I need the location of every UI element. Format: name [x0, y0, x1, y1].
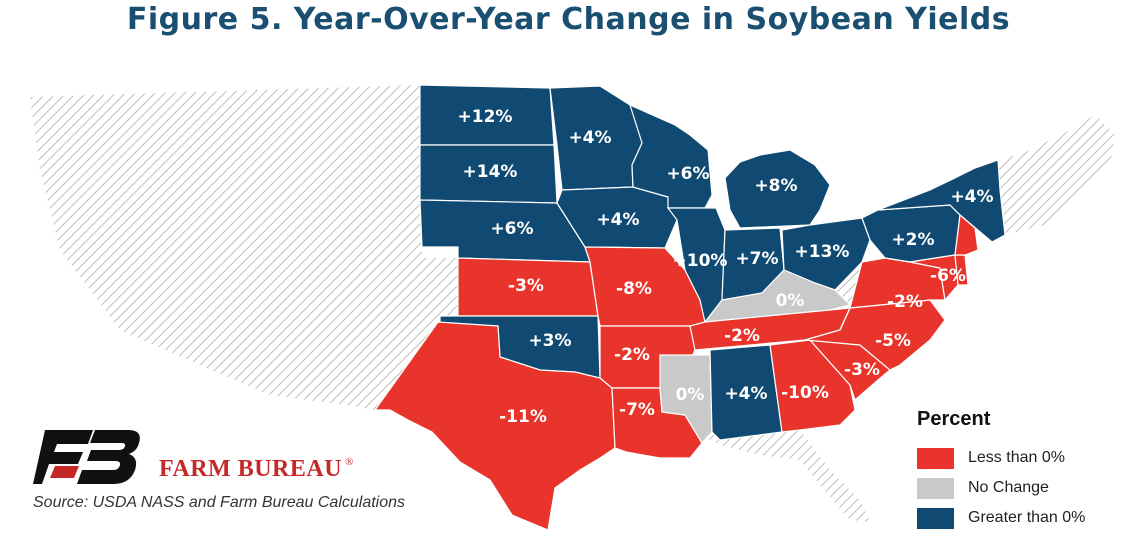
state-label-sd: +14% [463, 162, 518, 182]
state-label-ia: +4% [596, 210, 639, 230]
chart-title: Figure 5. Year-Over-Year Change in Soybe… [126, 2, 1011, 37]
state-label-tn: -2% [724, 326, 760, 346]
state-label-mo: -8% [616, 279, 652, 299]
state-label-la: -7% [619, 400, 655, 420]
state-label-il: +10% [673, 251, 728, 271]
state-label-tx: -11% [499, 407, 547, 427]
state-label-mi: +8% [754, 176, 797, 196]
state-label-ar: -2% [614, 345, 650, 365]
legend-item-positive: Greater than 0% [917, 503, 1127, 533]
state-label-mn: +4% [568, 128, 611, 148]
state-label-ne: +6% [490, 219, 533, 239]
florida-hatched [700, 430, 870, 522]
state-label-al: +4% [724, 384, 767, 404]
farm-bureau-wordmark: FARM BUREAU [159, 456, 343, 482]
legend-item-negative: Less than 0% [917, 443, 1127, 473]
farm-bureau-logo: FARM BUREAU ® [33, 430, 378, 490]
state-label-sc: -3% [844, 360, 880, 380]
legend-item-no-change: No Change [917, 473, 1127, 503]
legend-title: Percent [917, 408, 991, 430]
state-mi [724, 149, 831, 229]
legend-label-no-change: No Change [968, 479, 1049, 496]
state-label-ny: +4% [950, 187, 993, 207]
state-label-nd: +12% [458, 107, 513, 127]
legend: Percent Less than 0% No Change Greater t… [917, 408, 1127, 533]
state-shapes [373, 84, 1006, 531]
farm-bureau-logo-mark [33, 430, 140, 484]
northeast-states-hatched [990, 115, 1115, 243]
legend-swatch-positive [917, 507, 954, 529]
registered-mark: ® [345, 456, 354, 468]
state-md [884, 254, 959, 302]
state-label-in: +7% [735, 249, 778, 269]
state-ny [877, 159, 1006, 243]
state-label-ks: -3% [508, 276, 544, 296]
state-ky [703, 269, 852, 323]
legend-label-negative: Less than 0% [968, 449, 1065, 466]
legend-swatch-no-change [917, 477, 954, 499]
western-states-hatched [30, 85, 458, 410]
state-al [709, 344, 783, 441]
state-label-ky: 0% [776, 291, 805, 311]
state-label-oh: +13% [795, 242, 850, 262]
state-tx [373, 321, 616, 531]
non-reporting-states [30, 85, 1115, 522]
state-labels: +12% +14% +6% -3% +3% -11% +4% +4% -8% -2% -7% +6% +… [458, 107, 994, 427]
state-nj [954, 213, 979, 256]
state-label-nc: -5% [875, 331, 911, 351]
state-label-pa: +2% [891, 230, 934, 250]
state-label-ok: +3% [528, 331, 571, 351]
state-label-va: -2% [887, 292, 923, 312]
state-label-wi: +6% [666, 164, 709, 184]
legend-swatch-negative [917, 447, 954, 469]
state-label-ms: 0% [676, 385, 705, 405]
state-label-md: -6% [930, 266, 966, 286]
legend-label-positive: Greater than 0% [968, 509, 1086, 526]
source-note: Source: USDA NASS and Farm Bureau Calcul… [33, 494, 406, 511]
state-label-ga: -10% [781, 383, 829, 403]
